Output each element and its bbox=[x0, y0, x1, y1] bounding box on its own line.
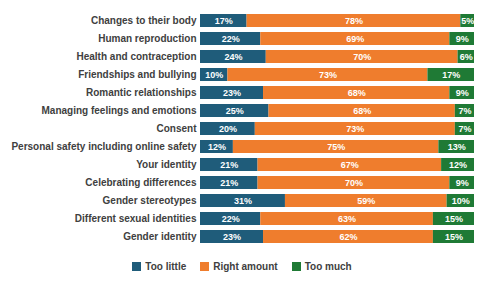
svg-text:68%: 68% bbox=[348, 88, 366, 98]
svg-text:15%: 15% bbox=[445, 214, 463, 224]
svg-text:23%: 23% bbox=[223, 232, 241, 242]
svg-text:7%: 7% bbox=[458, 124, 471, 134]
svg-text:17%: 17% bbox=[442, 70, 460, 80]
svg-text:15%: 15% bbox=[445, 232, 463, 242]
svg-text:73%: 73% bbox=[319, 70, 337, 80]
svg-text:Changes to their body: Changes to their body bbox=[91, 15, 197, 26]
svg-text:6%: 6% bbox=[460, 52, 473, 62]
svg-text:10%: 10% bbox=[205, 70, 223, 80]
svg-text:9%: 9% bbox=[456, 88, 469, 98]
svg-text:73%: 73% bbox=[346, 124, 364, 134]
svg-text:69%: 69% bbox=[346, 34, 364, 44]
svg-text:31%: 31% bbox=[234, 196, 252, 206]
svg-text:Managing feelings and emotions: Managing feelings and emotions bbox=[41, 105, 196, 116]
html-text:Too much: Too much bbox=[304, 261, 352, 272]
svg-text:7%: 7% bbox=[458, 106, 471, 116]
html-text:Too little: Too little bbox=[145, 261, 187, 272]
svg-text:Health and contraception: Health and contraception bbox=[76, 51, 196, 62]
svg-text:59%: 59% bbox=[357, 196, 375, 206]
svg-text:Different sexual identities: Different sexual identities bbox=[75, 213, 197, 224]
svg-text:22%: 22% bbox=[222, 34, 240, 44]
svg-text:21%: 21% bbox=[220, 178, 238, 188]
html-text:Right amount: Right amount bbox=[213, 261, 278, 272]
svg-text:68%: 68% bbox=[353, 106, 371, 116]
svg-text:20%: 20% bbox=[219, 124, 237, 134]
svg-text:Personal safety including onli: Personal safety including online safety bbox=[11, 141, 196, 152]
svg-text:Human reproduction: Human reproduction bbox=[98, 33, 196, 44]
svg-text:Friendships and bullying: Friendships and bullying bbox=[78, 69, 196, 80]
svg-text:5%: 5% bbox=[461, 16, 474, 26]
svg-text:Gender identity: Gender identity bbox=[123, 231, 197, 242]
svg-text:Consent: Consent bbox=[157, 123, 198, 134]
svg-text:12%: 12% bbox=[449, 160, 467, 170]
svg-text:23%: 23% bbox=[223, 88, 241, 98]
svg-text:Romantic relationships: Romantic relationships bbox=[86, 87, 197, 98]
svg-text:67%: 67% bbox=[341, 160, 359, 170]
svg-text:62%: 62% bbox=[339, 232, 357, 242]
svg-text:Gender stereotypes: Gender stereotypes bbox=[103, 195, 197, 206]
svg-text:12%: 12% bbox=[208, 142, 226, 152]
svg-text:Your identity: Your identity bbox=[136, 159, 197, 170]
svg-text:22%: 22% bbox=[222, 214, 240, 224]
svg-text:78%: 78% bbox=[345, 16, 363, 26]
svg-text:25%: 25% bbox=[226, 106, 244, 116]
svg-text:70%: 70% bbox=[345, 178, 363, 188]
svg-text:10%: 10% bbox=[452, 196, 470, 206]
svg-text:63%: 63% bbox=[338, 214, 356, 224]
svg-text:24%: 24% bbox=[224, 52, 242, 62]
svg-text:9%: 9% bbox=[456, 178, 469, 188]
svg-text:Celebrating differences: Celebrating differences bbox=[85, 177, 197, 188]
svg-text:70%: 70% bbox=[353, 52, 371, 62]
svg-text:9%: 9% bbox=[456, 34, 469, 44]
svg-text:17%: 17% bbox=[215, 16, 233, 26]
svg-text:13%: 13% bbox=[448, 142, 466, 152]
svg-text:21%: 21% bbox=[220, 160, 238, 170]
svg-text:75%: 75% bbox=[327, 142, 345, 152]
